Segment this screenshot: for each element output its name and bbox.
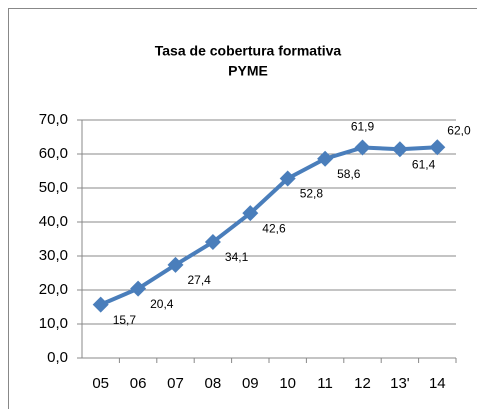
chart-subtitle: PYME [228,63,268,79]
data-label: 34,1 [225,250,249,264]
data-label: 20,4 [150,297,174,311]
x-tick-label: 07 [167,375,184,392]
chart-title: Tasa de cobertura formativa [155,43,342,59]
x-tick-label: 05 [92,375,109,392]
data-label: 27,4 [188,273,212,287]
y-tick-label: 10,0 [39,315,68,332]
x-tick-label: 08 [205,375,222,392]
point-marker [317,150,334,167]
data-label: 52,8 [300,187,324,201]
point-marker [167,256,184,273]
x-tick-label: 11 [317,375,333,392]
series-line [99,145,438,307]
y-tick-label: 20,0 [39,281,68,298]
y-tick-label: 30,0 [39,247,68,264]
point-marker [130,280,147,297]
data-label: 62,0 [447,123,471,137]
point-marker [204,234,221,251]
x-tick-label: 12 [354,375,371,392]
chart-border [8,8,477,409]
data-label: 58,6 [337,167,361,181]
y-tick-label: 40,0 [39,213,68,230]
y-tick-label: 50,0 [39,179,68,196]
data-label: 61,9 [351,120,375,134]
point-marker [391,141,408,158]
point-marker [92,296,109,313]
point-marker [354,139,371,156]
data-label: 15,7 [113,313,137,327]
x-tick-label: 06 [130,375,147,392]
y-tick-label: 70,0 [39,111,68,128]
y-tick-label: 0,0 [47,349,68,366]
x-tick-label: 10 [279,375,296,392]
point-marker [429,139,446,156]
x-tick-label: 09 [242,375,259,392]
data-label: 61,4 [412,157,436,171]
point-marker [242,205,259,222]
y-tick-label: 60,0 [39,145,68,162]
data-label: 42,6 [262,221,286,235]
x-tick-label: 14 [429,375,446,392]
x-tick-label: 13' [390,375,410,392]
point-marker [279,170,296,187]
